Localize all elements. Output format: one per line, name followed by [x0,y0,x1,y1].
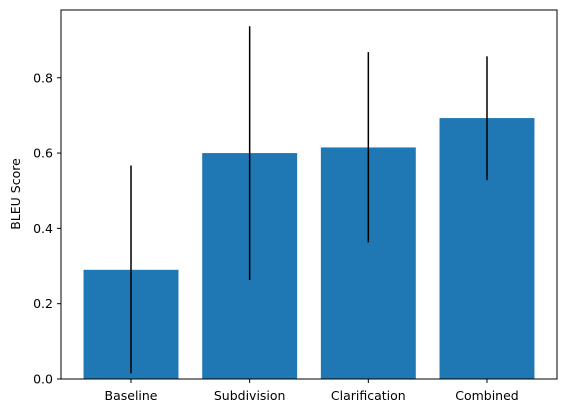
x-tick-label-combined: Combined [455,388,519,403]
error-bars-layer [130,26,488,374]
y-tick-label-3: 0.6 [33,146,53,161]
y-tick-label-2: 0.4 [33,221,53,236]
bars-layer [83,118,535,380]
y-axis-title: BLEU Score [8,158,23,230]
x-tick-label-baseline: Baseline [105,388,158,403]
y-axis: 0.0 0.2 0.4 0.6 0.8 [33,70,61,387]
y-tick-label-1: 0.2 [33,296,53,311]
x-tick-label-clarification: Clarification [331,388,406,403]
x-axis: Baseline Subdivision Clarification Combined [105,379,519,403]
x-tick-label-subdivision: Subdivision [214,388,286,403]
y-tick-label-4: 0.8 [33,70,53,85]
plot-frame [60,9,558,380]
y-tick-label-0: 0.0 [33,372,53,387]
